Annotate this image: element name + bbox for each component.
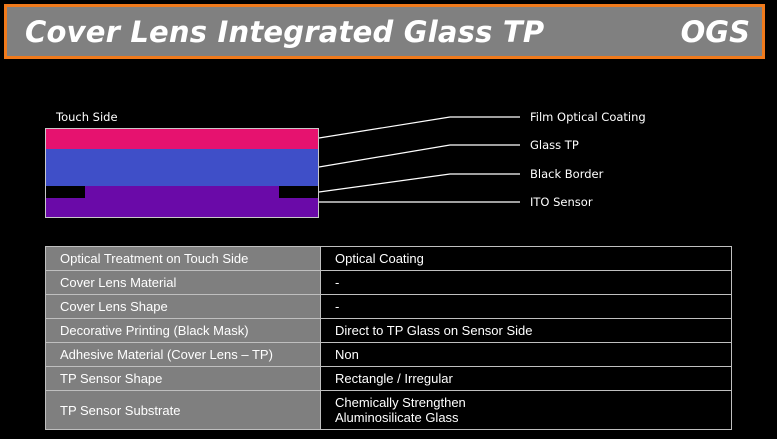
slide-tag: OGS (680, 15, 750, 49)
leader-glass (318, 144, 520, 168)
glass-tp-label: Glass TP (530, 138, 579, 152)
title-bar: Cover Lens Integrated Glass TP OGS (4, 4, 765, 59)
film-optical-coating-layer (45, 128, 319, 149)
table-row: TP Sensor Substrate Chemically Strengthe… (45, 390, 732, 430)
spec-value-line: Chemically Strengthen (335, 395, 466, 410)
spec-value-line: Aluminosilicate Glass (335, 410, 459, 425)
ito-sensor-layer (45, 186, 319, 218)
table-row: Cover Lens Shape - (45, 294, 732, 319)
spec-key: Adhesive Material (Cover Lens – TP) (45, 342, 321, 367)
spec-key: Optical Treatment on Touch Side (45, 246, 321, 271)
spec-key: Cover Lens Shape (45, 294, 321, 319)
black-border-right (279, 186, 319, 198)
slide-title: Cover Lens Integrated Glass TP (25, 15, 545, 49)
spec-value: Direct to TP Glass on Sensor Side (320, 318, 732, 343)
table-row: Cover Lens Material - (45, 270, 732, 295)
spec-value: Optical Coating (320, 246, 732, 271)
ito-sensor-label: ITO Sensor (530, 195, 593, 209)
spec-key: TP Sensor Substrate (45, 390, 321, 430)
spec-value: Non (320, 342, 732, 367)
table-row: Optical Treatment on Touch Side Optical … (45, 246, 732, 271)
table-row: TP Sensor Shape Rectangle / Irregular (45, 366, 732, 391)
spec-key: TP Sensor Shape (45, 366, 321, 391)
spec-value: Chemically Strengthen Aluminosilicate Gl… (320, 390, 732, 430)
spec-key: Decorative Printing (Black Mask) (45, 318, 321, 343)
table-row: Decorative Printing (Black Mask) Direct … (45, 318, 732, 343)
table-row: Adhesive Material (Cover Lens – TP) Non (45, 342, 732, 367)
spec-value: Rectangle / Irregular (320, 366, 732, 391)
spec-value: - (320, 270, 732, 295)
spec-key: Cover Lens Material (45, 270, 321, 295)
spec-table: Optical Treatment on Touch Side Optical … (45, 246, 732, 430)
touch-side-label: Touch Side (56, 110, 118, 124)
black-border-label: Black Border (530, 167, 604, 181)
glass-tp-layer (45, 149, 319, 186)
black-border-left (45, 186, 85, 198)
film-optical-coating-label: Film Optical Coating (530, 110, 646, 124)
spec-value: - (320, 294, 732, 319)
leader-film (318, 116, 520, 139)
leader-border (318, 173, 520, 193)
